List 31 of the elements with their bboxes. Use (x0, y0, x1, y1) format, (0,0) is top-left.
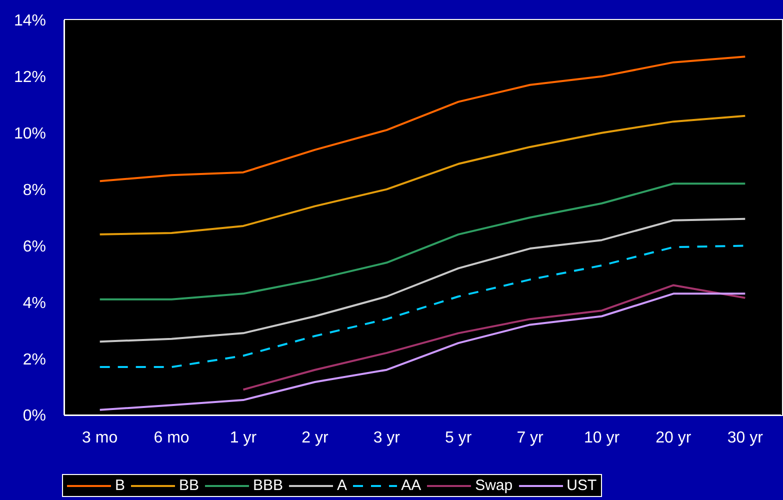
x-tick-label: 20 yr (656, 429, 692, 446)
legend-label: BB (179, 477, 200, 494)
y-tick-label: 10% (14, 126, 46, 143)
legend-label: Swap (475, 477, 513, 494)
legend-label: B (115, 477, 126, 494)
x-tick-label: 30 yr (727, 429, 764, 446)
line-series (242, 284, 746, 391)
x-tick-label: 3 mo (82, 429, 118, 446)
legend-label: A (337, 477, 348, 494)
legend-label: BBB (253, 477, 284, 494)
line-series (98, 218, 746, 343)
line-series (98, 56, 746, 182)
x-tick-label: 1 yr (230, 429, 258, 446)
y-tick-label: 12% (14, 69, 46, 86)
x-tick-label: 7 yr (516, 429, 544, 446)
y-tick-label: 14% (14, 12, 46, 30)
y-tick-label: 0% (22, 408, 46, 425)
legend-label: UST (566, 477, 597, 494)
y-tick-label: 2% (22, 351, 46, 368)
y-tick-label: 6% (22, 238, 46, 256)
x-tick-label: 2 yr (302, 429, 329, 446)
line-series (98, 292, 746, 411)
x-tick-label: 5 yr (445, 429, 472, 446)
x-tick-label: 10 yr (584, 429, 620, 446)
legend-label: AA (401, 477, 422, 494)
x-tick-label: 3 yr (373, 429, 401, 446)
y-tick-label: 8% (22, 182, 46, 199)
line-series (98, 114, 746, 236)
y-tick-label: 4% (22, 294, 46, 312)
line-series (98, 182, 746, 300)
x-tick-label: 6 mo (154, 429, 190, 446)
